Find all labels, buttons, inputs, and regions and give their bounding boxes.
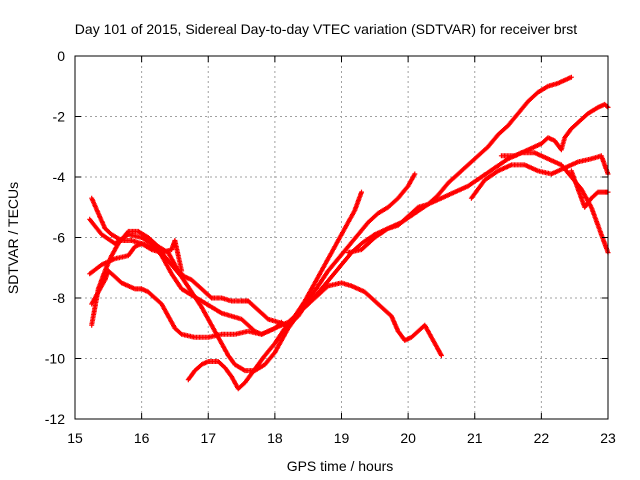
x-tick-label: 17 [200, 430, 216, 446]
x-tick-label: 20 [400, 430, 416, 446]
series-track-7 [245, 171, 418, 328]
x-tick-label: 23 [600, 430, 616, 446]
x-tick-label: 19 [334, 430, 350, 446]
x-tick-label: 21 [467, 430, 483, 446]
series-marks-track-11 [568, 168, 611, 210]
y-tick-label: -12 [45, 411, 65, 427]
y-tick-label: -6 [53, 230, 66, 246]
y-axis-title: SDTVAR / TECUs [5, 182, 21, 294]
y-tick-label: -4 [53, 169, 66, 185]
series-marks-track-10 [498, 101, 611, 159]
y-tick-label: -10 [45, 351, 65, 367]
x-tick-label: 15 [67, 430, 83, 446]
series-track-6 [185, 189, 364, 392]
series-marks-track-6 [185, 189, 364, 392]
series-track-11 [568, 168, 611, 210]
data-series [87, 74, 611, 392]
series-marks-track-5 [89, 228, 251, 328]
series-track-5 [89, 228, 251, 328]
series-track-10 [498, 101, 611, 159]
x-tick-label: 18 [267, 430, 283, 446]
y-tick-label: -2 [53, 109, 66, 125]
x-axis-title: GPS time / hours [287, 458, 394, 474]
y-tick-label: 0 [57, 48, 65, 64]
x-tick-label: 22 [534, 430, 550, 446]
axis-ticks: 15 16 17 18 19 20 21 22 23 0 -2 -4 -6 -8 -10 -12 [45, 48, 616, 446]
x-tick-label: 16 [134, 430, 150, 446]
y-tick-label: -8 [53, 290, 66, 306]
series-marks-track-7 [245, 171, 418, 328]
series-marks-track-9 [468, 153, 611, 201]
series-track-9 [468, 153, 611, 201]
chart-title: Day 101 of 2015, Sidereal Day-to-day VTE… [75, 21, 577, 37]
